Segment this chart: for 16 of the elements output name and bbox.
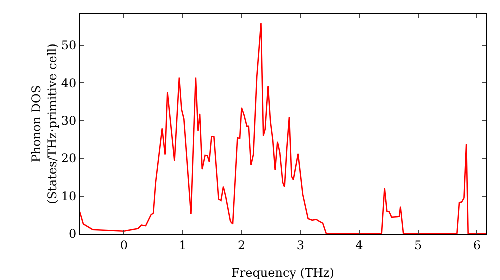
y-axis-title: Phonon DOS (States/THz·primitive cell): [30, 44, 60, 204]
y-tick-label: 10: [61, 189, 77, 204]
line-series: [80, 22, 486, 234]
y-tick-label: 20: [61, 152, 77, 166]
y-tick-label: 0: [68, 227, 77, 242]
x-tick-label: 4: [356, 238, 364, 252]
x-axis-title: Frequency (THz): [232, 266, 334, 280]
y-tick-label: 50: [61, 38, 77, 53]
y-tick-label: 30: [61, 114, 77, 128]
x-tick-label: 1: [179, 238, 187, 252]
y-tick-label: 40: [61, 76, 77, 90]
x-tick-label: 6: [473, 238, 481, 252]
x-tick-label: 3: [296, 238, 304, 252]
x-tick-label: 0: [120, 238, 128, 252]
x-tick-label: 5: [414, 238, 422, 252]
x-tick-label: 2: [238, 238, 246, 252]
